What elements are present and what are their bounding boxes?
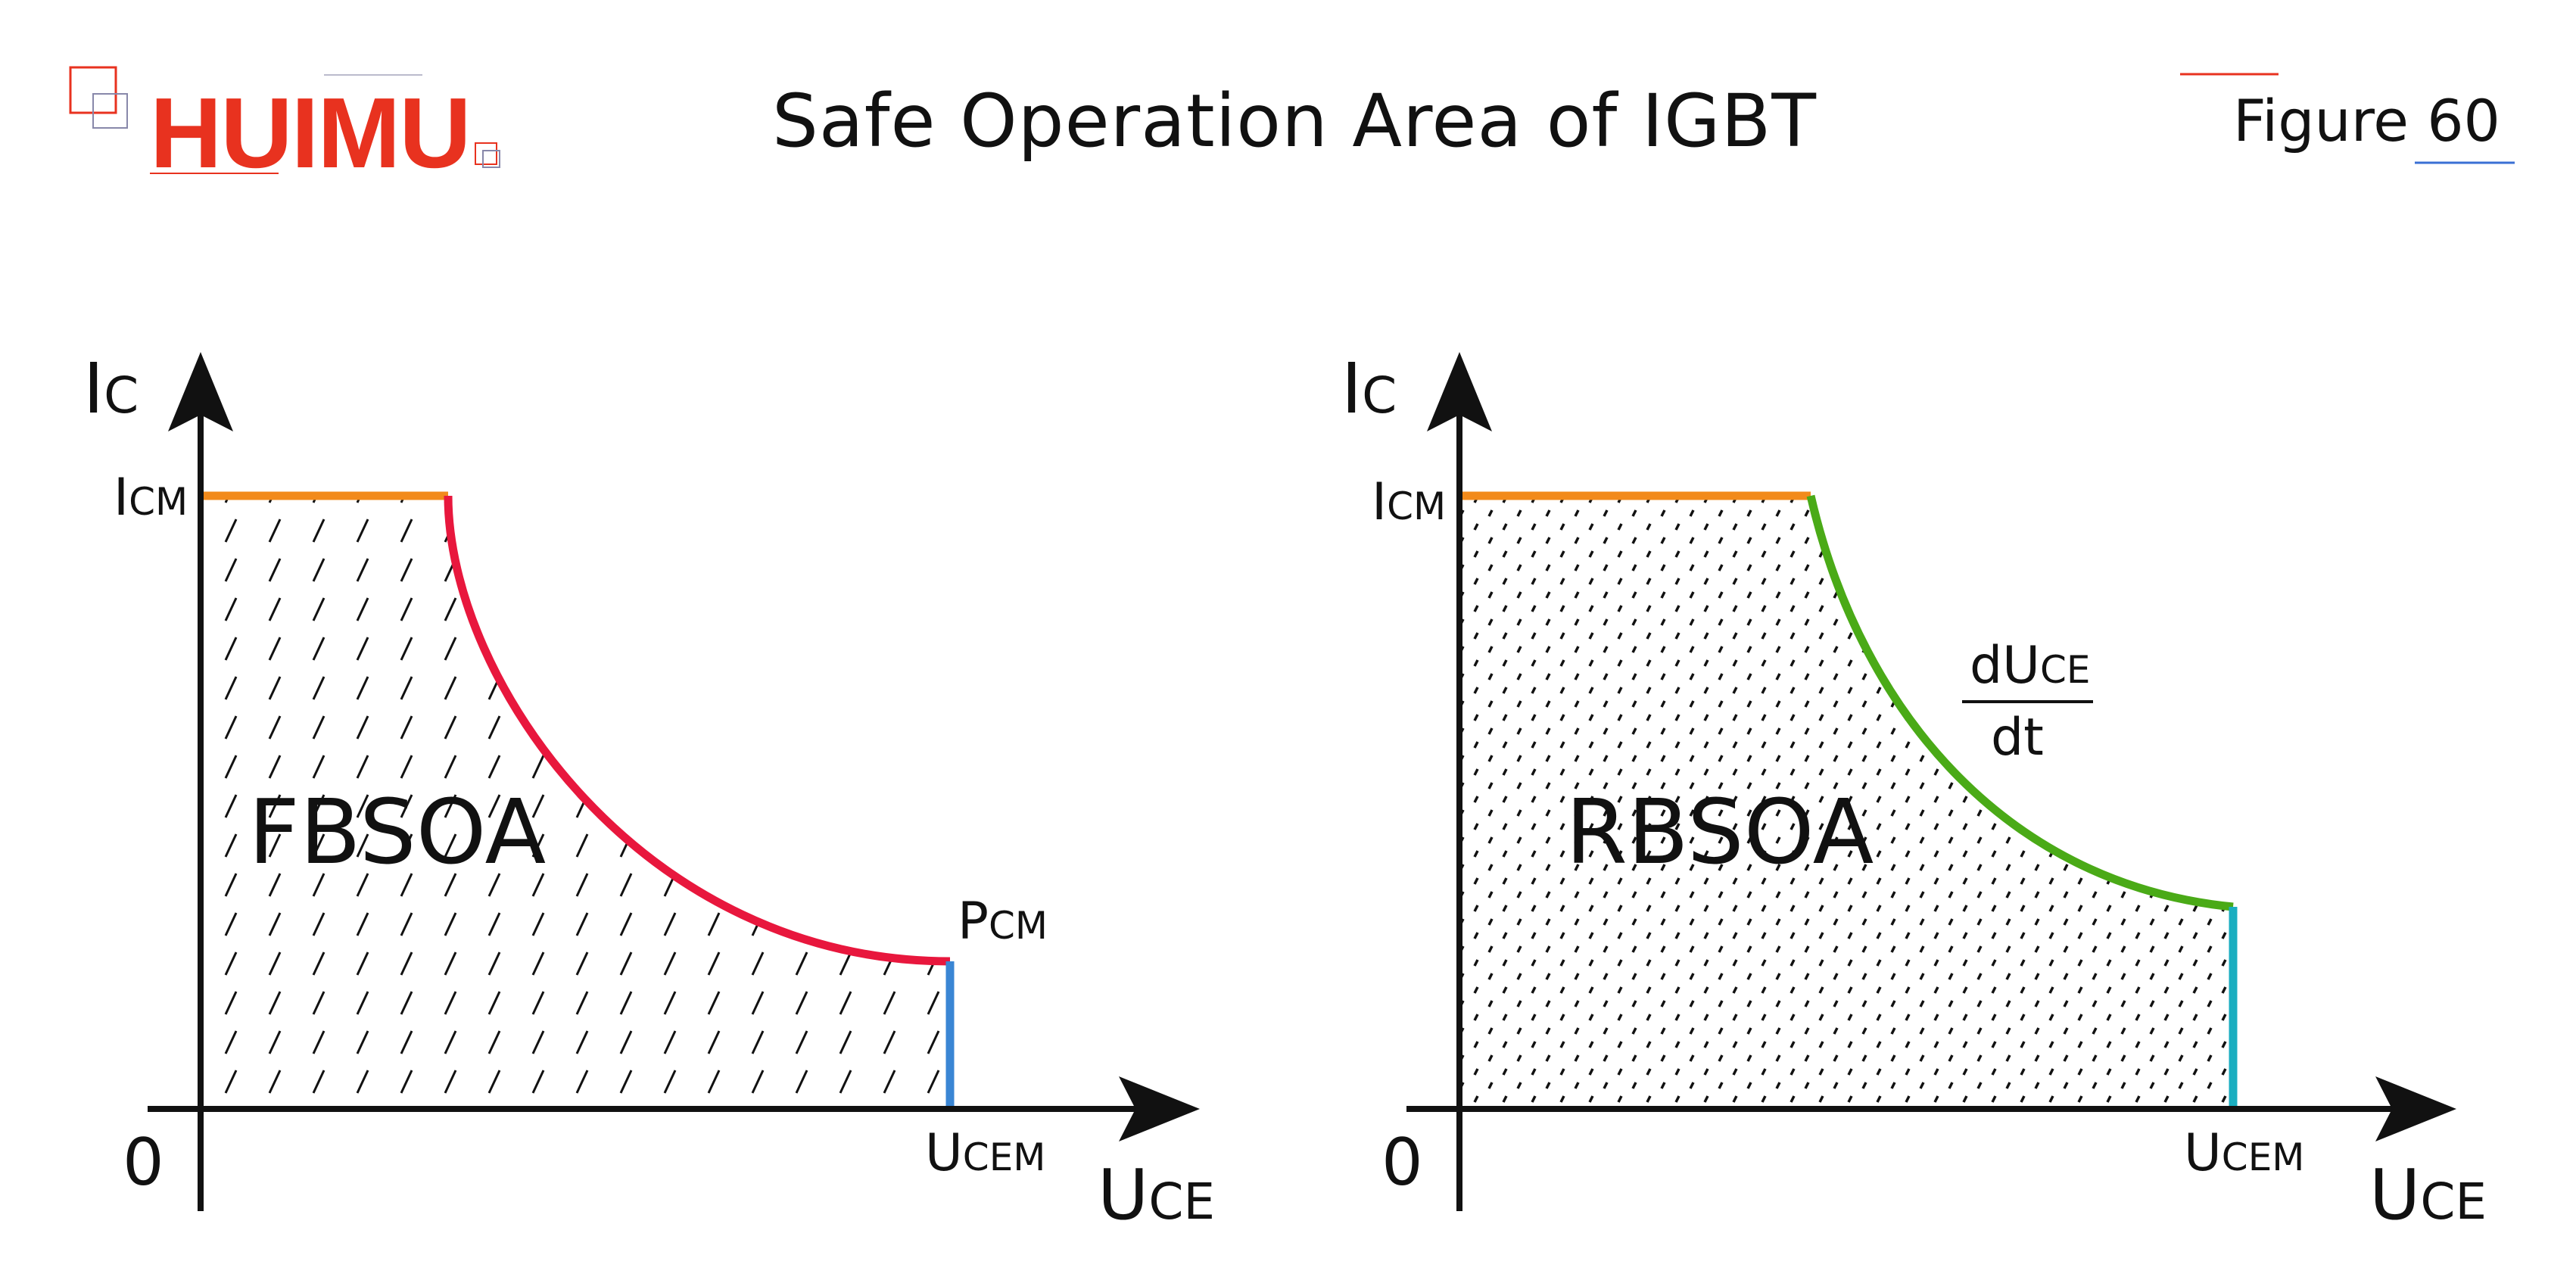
rbsoa-region	[1459, 496, 2233, 1109]
fbsoa-ucem-label: UCEM	[925, 1123, 1045, 1183]
fbsoa-x-axis-arrow-icon	[1119, 1076, 1200, 1141]
rbsoa-dv-dt-limit-curve	[1806, 494, 2234, 911]
fbsoa-region-label: FBSOA	[248, 780, 546, 884]
rbsoa-x-axis-label: UCE	[2369, 1154, 2487, 1235]
rbsoa-x-axis-arrow-icon	[2375, 1076, 2456, 1141]
fbsoa-origin-label: 0	[123, 1125, 164, 1201]
rbsoa-region-label: RBSOA	[1565, 780, 1874, 884]
rbsoa-origin-label: 0	[1381, 1125, 1423, 1201]
fbsoa-power-limit-curve	[444, 495, 951, 966]
rbsoa-diagram: RBSOA IC ICM 0 UCEM UCE dUCE dt	[1341, 348, 2487, 1235]
rbsoa-y-axis-label: IC	[1341, 348, 1397, 429]
rbsoa-dv-dt-denominator: dt	[1991, 708, 2044, 768]
fbsoa-x-axis-label: UCE	[1098, 1154, 1215, 1235]
brand-name: HUIMU	[150, 77, 472, 188]
rbsoa-y-axis-arrow-icon	[1427, 352, 1492, 431]
fbsoa-y-axis-label: IC	[83, 348, 139, 429]
fbsoa-icm-label: ICM	[114, 468, 188, 528]
figure-label: Figure 60	[2233, 87, 2500, 154]
brand-logo: HUIMU	[67, 64, 521, 188]
rbsoa-ucem-label: UCEM	[2184, 1123, 2304, 1183]
fbsoa-region	[201, 496, 950, 1109]
logo-decoration	[69, 66, 500, 174]
fbsoa-pcm-label: PCM	[958, 892, 1048, 951]
fbsoa-diagram: FBSOA IC ICM 0 UCEM UCE PCM	[83, 348, 1215, 1235]
rbsoa-icm-label: ICM	[1372, 472, 1446, 532]
fbsoa-y-axis-arrow-icon	[168, 352, 233, 431]
page-title: Safe Operation Area of IGBT	[771, 79, 1818, 164]
rbsoa-dv-dt-numerator: dUCE	[1970, 636, 2090, 696]
